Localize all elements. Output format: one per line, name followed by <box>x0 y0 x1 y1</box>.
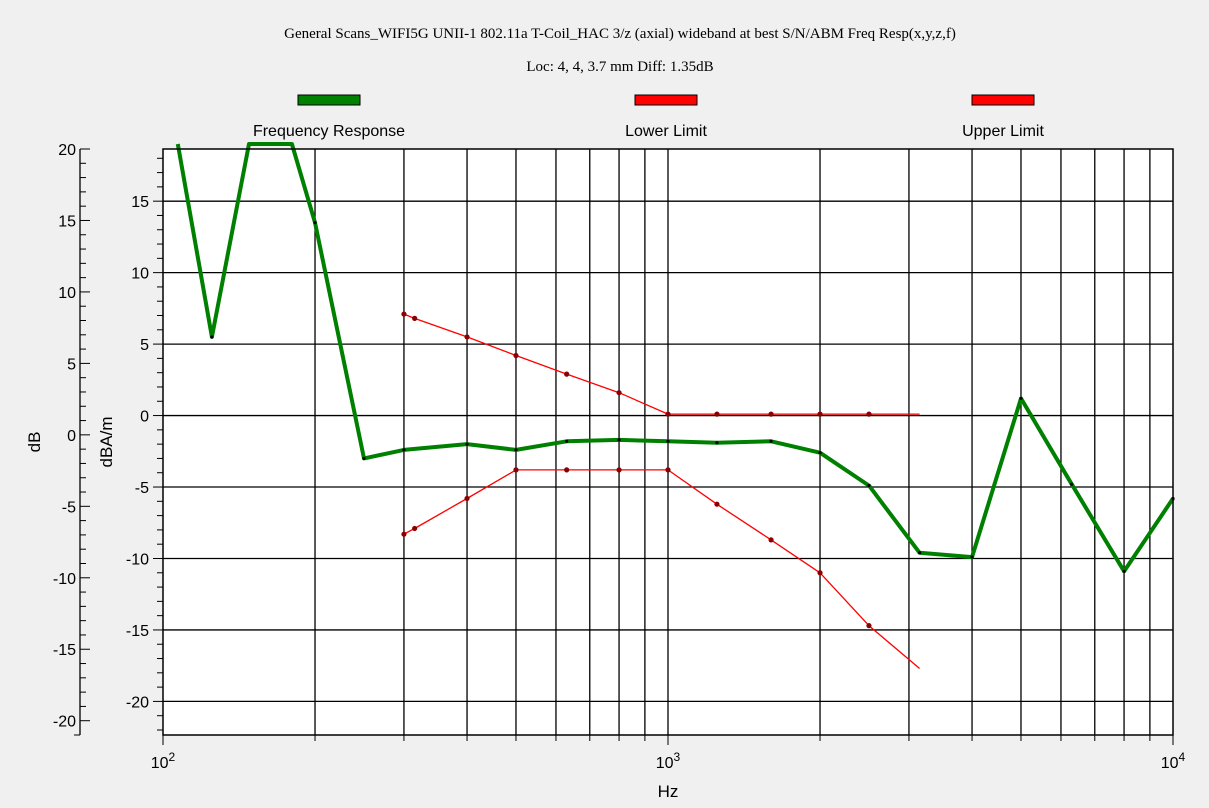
data-point <box>714 501 720 507</box>
data-point <box>666 439 670 443</box>
data-point <box>564 467 570 473</box>
data-point <box>1070 482 1074 486</box>
y-tick-label-dbam: -5 <box>135 480 149 497</box>
series-layer <box>175 142 1175 669</box>
data-point <box>918 551 922 555</box>
y-tick-label-db: -20 <box>53 714 76 731</box>
axes: 20 15 10 5 0 -5 -10 -15 -20 15 10 5 0 -5 -10 -15 -20 102 1… <box>53 142 1186 772</box>
chart-title: General Scans_WIFI5G UNII-1 802.11a T-Co… <box>284 26 956 42</box>
data-point <box>1019 396 1023 401</box>
y-tick-label-db: 0 <box>67 428 76 445</box>
data-point <box>867 483 871 488</box>
data-point <box>714 411 720 417</box>
y-tick-label-db: -10 <box>53 571 76 588</box>
data-point <box>565 439 569 443</box>
data-point <box>818 451 822 455</box>
legend-item: Lower Limit <box>625 94 707 140</box>
y-axis-title-db: dB <box>25 432 44 453</box>
data-point <box>617 438 621 442</box>
data-point <box>465 442 469 446</box>
x-tick-label: 104 <box>1161 750 1186 772</box>
series-lower-limit <box>401 467 921 669</box>
legend-label: Frequency Response <box>253 123 405 140</box>
data-point <box>866 623 872 629</box>
data-point <box>401 531 407 537</box>
legend-swatch <box>971 94 1035 106</box>
legend-label: Lower Limit <box>625 123 707 140</box>
series-line <box>175 142 1175 574</box>
y-tick-label-db: 10 <box>58 285 76 302</box>
y-tick-label-db: -5 <box>62 499 76 516</box>
data-point <box>817 411 823 417</box>
x-axis-title: Hz <box>658 782 679 801</box>
y-tick-label-db: 15 <box>58 213 76 230</box>
data-point <box>564 371 570 377</box>
data-point <box>769 439 773 443</box>
legend-item: Frequency Response <box>253 94 405 140</box>
y-tick-label-dbam: 5 <box>140 337 149 354</box>
data-point <box>665 411 671 417</box>
data-point <box>464 495 470 502</box>
data-point <box>616 467 622 473</box>
y-tick-label-dbam: 15 <box>131 194 149 211</box>
y-tick-label-dbam: -20 <box>126 694 149 711</box>
data-point <box>513 352 519 359</box>
y-tick-label-dbam: 10 <box>131 266 149 283</box>
x-tick-label: 102 <box>151 750 176 772</box>
data-point <box>970 555 974 559</box>
data-point <box>514 448 518 452</box>
series-line <box>403 469 921 669</box>
data-point <box>866 411 872 417</box>
legend-item: Upper Limit <box>962 94 1044 140</box>
data-point <box>768 411 774 417</box>
data-point <box>401 311 407 317</box>
data-point <box>513 467 519 473</box>
data-point <box>768 537 774 543</box>
data-point <box>616 390 622 396</box>
data-point <box>464 334 470 340</box>
y-tick-label-dbam: -15 <box>126 623 149 640</box>
data-point <box>665 467 671 473</box>
data-point <box>412 525 418 532</box>
y-tick-label-db: 20 <box>58 142 76 159</box>
x-tick-label: 103 <box>656 750 681 772</box>
grid <box>163 149 1173 735</box>
legend-swatch <box>634 94 698 106</box>
data-point <box>402 448 406 452</box>
data-point <box>817 570 823 576</box>
data-point <box>1122 569 1126 573</box>
data-point <box>210 335 214 339</box>
y-tick-label-db: -15 <box>53 642 76 659</box>
data-point <box>715 441 719 445</box>
legend: Frequency Response Lower Limit Upper Limit <box>253 94 1044 140</box>
data-point <box>412 315 418 321</box>
legend-label: Upper Limit <box>962 123 1044 140</box>
y-tick-label-db: 5 <box>67 356 76 373</box>
y-tick-label-dbam: 0 <box>140 409 149 426</box>
chart-subtitle: Loc: 4, 4, 3.7 mm Diff: 1.35dB <box>526 59 713 75</box>
data-point <box>313 221 317 225</box>
series-upper-limit <box>401 311 920 417</box>
series-line <box>403 313 920 415</box>
series-frequency-response <box>175 142 1175 574</box>
data-point <box>362 456 366 461</box>
y-axis-title-dbam: dBA/m <box>97 416 116 467</box>
legend-swatch <box>297 94 361 106</box>
y-tick-label-dbam: -10 <box>126 551 149 568</box>
